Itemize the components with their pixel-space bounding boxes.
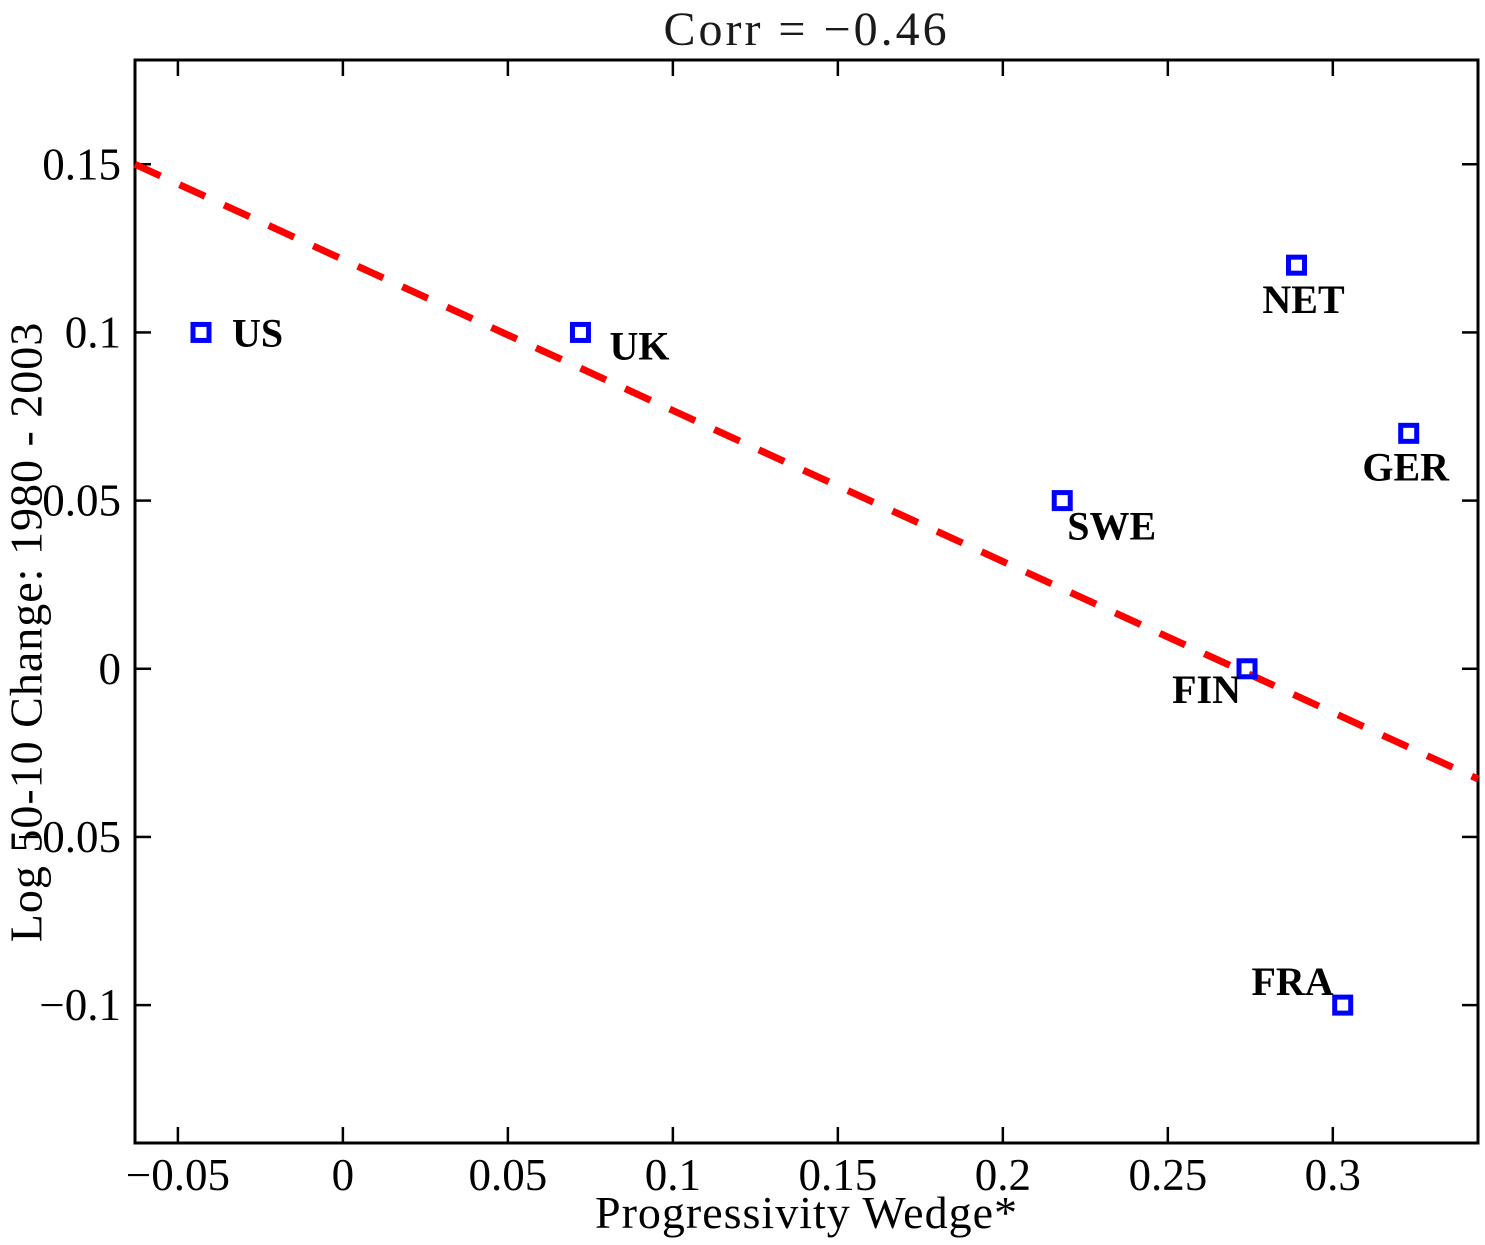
point-label-FRA: FRA [1251,959,1333,1004]
trend-line [133,161,1480,783]
data-point-NET [1286,254,1308,276]
point-label-GER: GER [1362,444,1450,489]
point-label-SWE: SWE [1067,504,1156,549]
axes-box [133,58,1480,1145]
point-label-NET: NET [1262,277,1345,322]
data-point-SWE [1051,490,1073,512]
point-label-UK: UK [609,323,669,368]
y-tick-label: 0.1 [65,307,121,357]
y-tick-label: 0.15 [42,139,121,189]
data-point-US [190,321,212,343]
data-point-FIN [1236,658,1258,680]
point-label-FIN: FIN [1172,667,1241,712]
x-tick-label: 0.2 [975,1150,1031,1200]
x-tick-label: 0.1 [645,1150,701,1200]
data-point-FRA [1332,994,1354,1016]
x-axis-label: Progressivity Wedge* [594,1187,1019,1238]
y-tick-label: 0 [99,644,122,694]
chart-title: Corr = −0.46 [663,3,950,56]
x-tick-label: 0.3 [1305,1150,1361,1200]
y-tick-label: −0.05 [17,812,121,862]
data-point-GER [1398,422,1420,444]
y-tick-label: 0.05 [42,476,121,526]
point-label-US: US [232,310,283,355]
x-tick-label: −0.05 [126,1150,230,1200]
y-tick-label: −0.1 [39,980,121,1030]
x-tick-label: 0.15 [798,1150,877,1200]
data-point-UK [569,321,591,343]
x-tick-label: 0.05 [468,1150,547,1200]
x-tick-label: 0.25 [1128,1150,1207,1200]
x-tick-label: 0 [332,1150,355,1200]
